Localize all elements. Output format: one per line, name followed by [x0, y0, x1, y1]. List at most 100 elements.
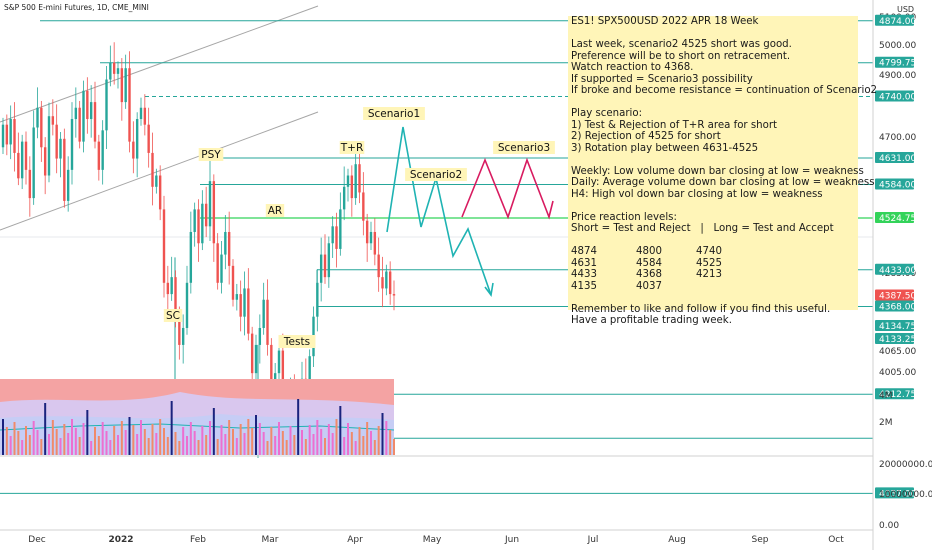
candle-body: [335, 226, 338, 249]
candle-body: [82, 90, 85, 142]
volume-bar: [21, 440, 24, 455]
note-line: Have a profitable trading week.: [571, 315, 732, 326]
volume-bar: [228, 420, 231, 455]
volume-bar: [347, 423, 349, 455]
volume-bar: [40, 439, 43, 455]
volume-bar: [143, 429, 146, 455]
candle-body: [59, 138, 62, 159]
price-label-tag: [875, 320, 914, 331]
candle-body: [250, 333, 254, 374]
candle-body: [224, 231, 227, 255]
volume-bar: [285, 440, 288, 455]
candle-body: [193, 209, 196, 232]
candle-body: [231, 265, 235, 300]
annotation-box: [198, 148, 224, 161]
analysis-note: ES1! SPX500USD 2022 APR 18 Week Last wee…: [568, 16, 877, 326]
candle-body: [235, 294, 239, 300]
candle-body: [55, 124, 58, 159]
volume-bar: [166, 437, 169, 455]
volume-bar: [132, 425, 135, 455]
candle-body: [388, 271, 392, 295]
volume-bar: [182, 427, 185, 455]
price-label-tag: [875, 300, 914, 312]
volume-bar: [178, 441, 181, 455]
time-tick-label: May: [423, 535, 442, 545]
volume-bar: [101, 422, 104, 455]
volume-bar: [289, 426, 292, 455]
annotation-trr: T+R: [340, 142, 364, 154]
note-line: Watch reaction to 4368.: [571, 62, 694, 73]
volume-bar: [232, 429, 234, 455]
note-line: Remember to like and follow if you find …: [571, 303, 831, 315]
note-line: 2) Rejection of 4525 for short: [571, 131, 721, 142]
volume-bar: [44, 403, 47, 455]
candle-body: [319, 254, 323, 283]
volume-bar: [389, 430, 392, 455]
note-line: Weekly: Low volume down bar closing at l…: [571, 165, 864, 177]
time-tick-label: Feb: [190, 535, 206, 545]
price-label-tag: [875, 178, 914, 190]
annotation-box: [265, 204, 285, 217]
volume-bar: [304, 439, 307, 455]
volume-bar: [193, 431, 196, 455]
note-line: If supported = Scenario3 possibility: [571, 73, 753, 85]
candle-body: [139, 107, 143, 120]
note-line: H4: High vol down bar closing at low = w…: [571, 188, 823, 200]
candle-body: [331, 226, 334, 244]
candle-body: [181, 327, 185, 345]
level-cell: 4631: [571, 257, 597, 269]
candle-body: [189, 231, 193, 283]
volume-bar: [5, 427, 8, 455]
volume-bar: [170, 401, 173, 455]
volume-bar: [117, 435, 119, 455]
volume-bar: [301, 430, 303, 455]
time-tick-label: Dec: [28, 535, 45, 545]
level-cell: 4525: [696, 257, 722, 269]
level-cell: 4037: [636, 280, 662, 292]
candle-body: [365, 220, 369, 244]
candle-body: [9, 119, 12, 145]
volume-bar: [86, 410, 89, 455]
candle-body: [155, 175, 158, 187]
candle-body: [86, 90, 89, 120]
candle-body: [78, 107, 81, 142]
volume-bar: [63, 424, 66, 455]
candle-body: [308, 356, 311, 402]
volume-bar: [189, 422, 192, 455]
price-label-tag: [875, 14, 914, 26]
channel-upper-line: [0, 5, 319, 123]
price-tick-label: 4700.00: [879, 133, 916, 143]
volume-bar: [2, 419, 4, 455]
candle-body: [342, 186, 346, 210]
candle-body: [216, 243, 219, 283]
price-label-tag: [875, 56, 914, 68]
volume-bar: [251, 428, 254, 455]
note-line: Last week, scenario2 4525 short was good…: [571, 39, 792, 50]
candle-body: [208, 181, 212, 227]
volume-tick-label: 0.00: [879, 521, 899, 531]
volume-bar: [358, 427, 361, 455]
time-tick-label: Oct: [828, 535, 844, 545]
volume-bar: [324, 438, 326, 455]
volume-bar: [78, 437, 81, 455]
currency-label: USD: [897, 5, 915, 14]
candle-body: [166, 282, 170, 295]
volume-bar: [320, 429, 323, 455]
volume-bar: [209, 421, 211, 455]
volume-bar: [82, 423, 85, 455]
volume-bar: [393, 439, 395, 455]
candle-body: [346, 175, 350, 187]
price-label-tag: [875, 333, 914, 344]
volume-bar: [339, 406, 342, 455]
volume-bar: [155, 433, 158, 455]
candle-body: [143, 107, 147, 125]
time-tick-label: Aug: [668, 535, 686, 545]
volume-bar: [281, 431, 284, 455]
note-line: 3) Rotation play between 4631-4525: [571, 142, 759, 154]
volume-band-lower: [0, 414, 394, 455]
candle-body: [316, 282, 319, 317]
symbol-title: S&P 500 E-mini Futures, 1D, CME_MINI: [4, 3, 149, 12]
candle-body: [66, 169, 70, 201]
